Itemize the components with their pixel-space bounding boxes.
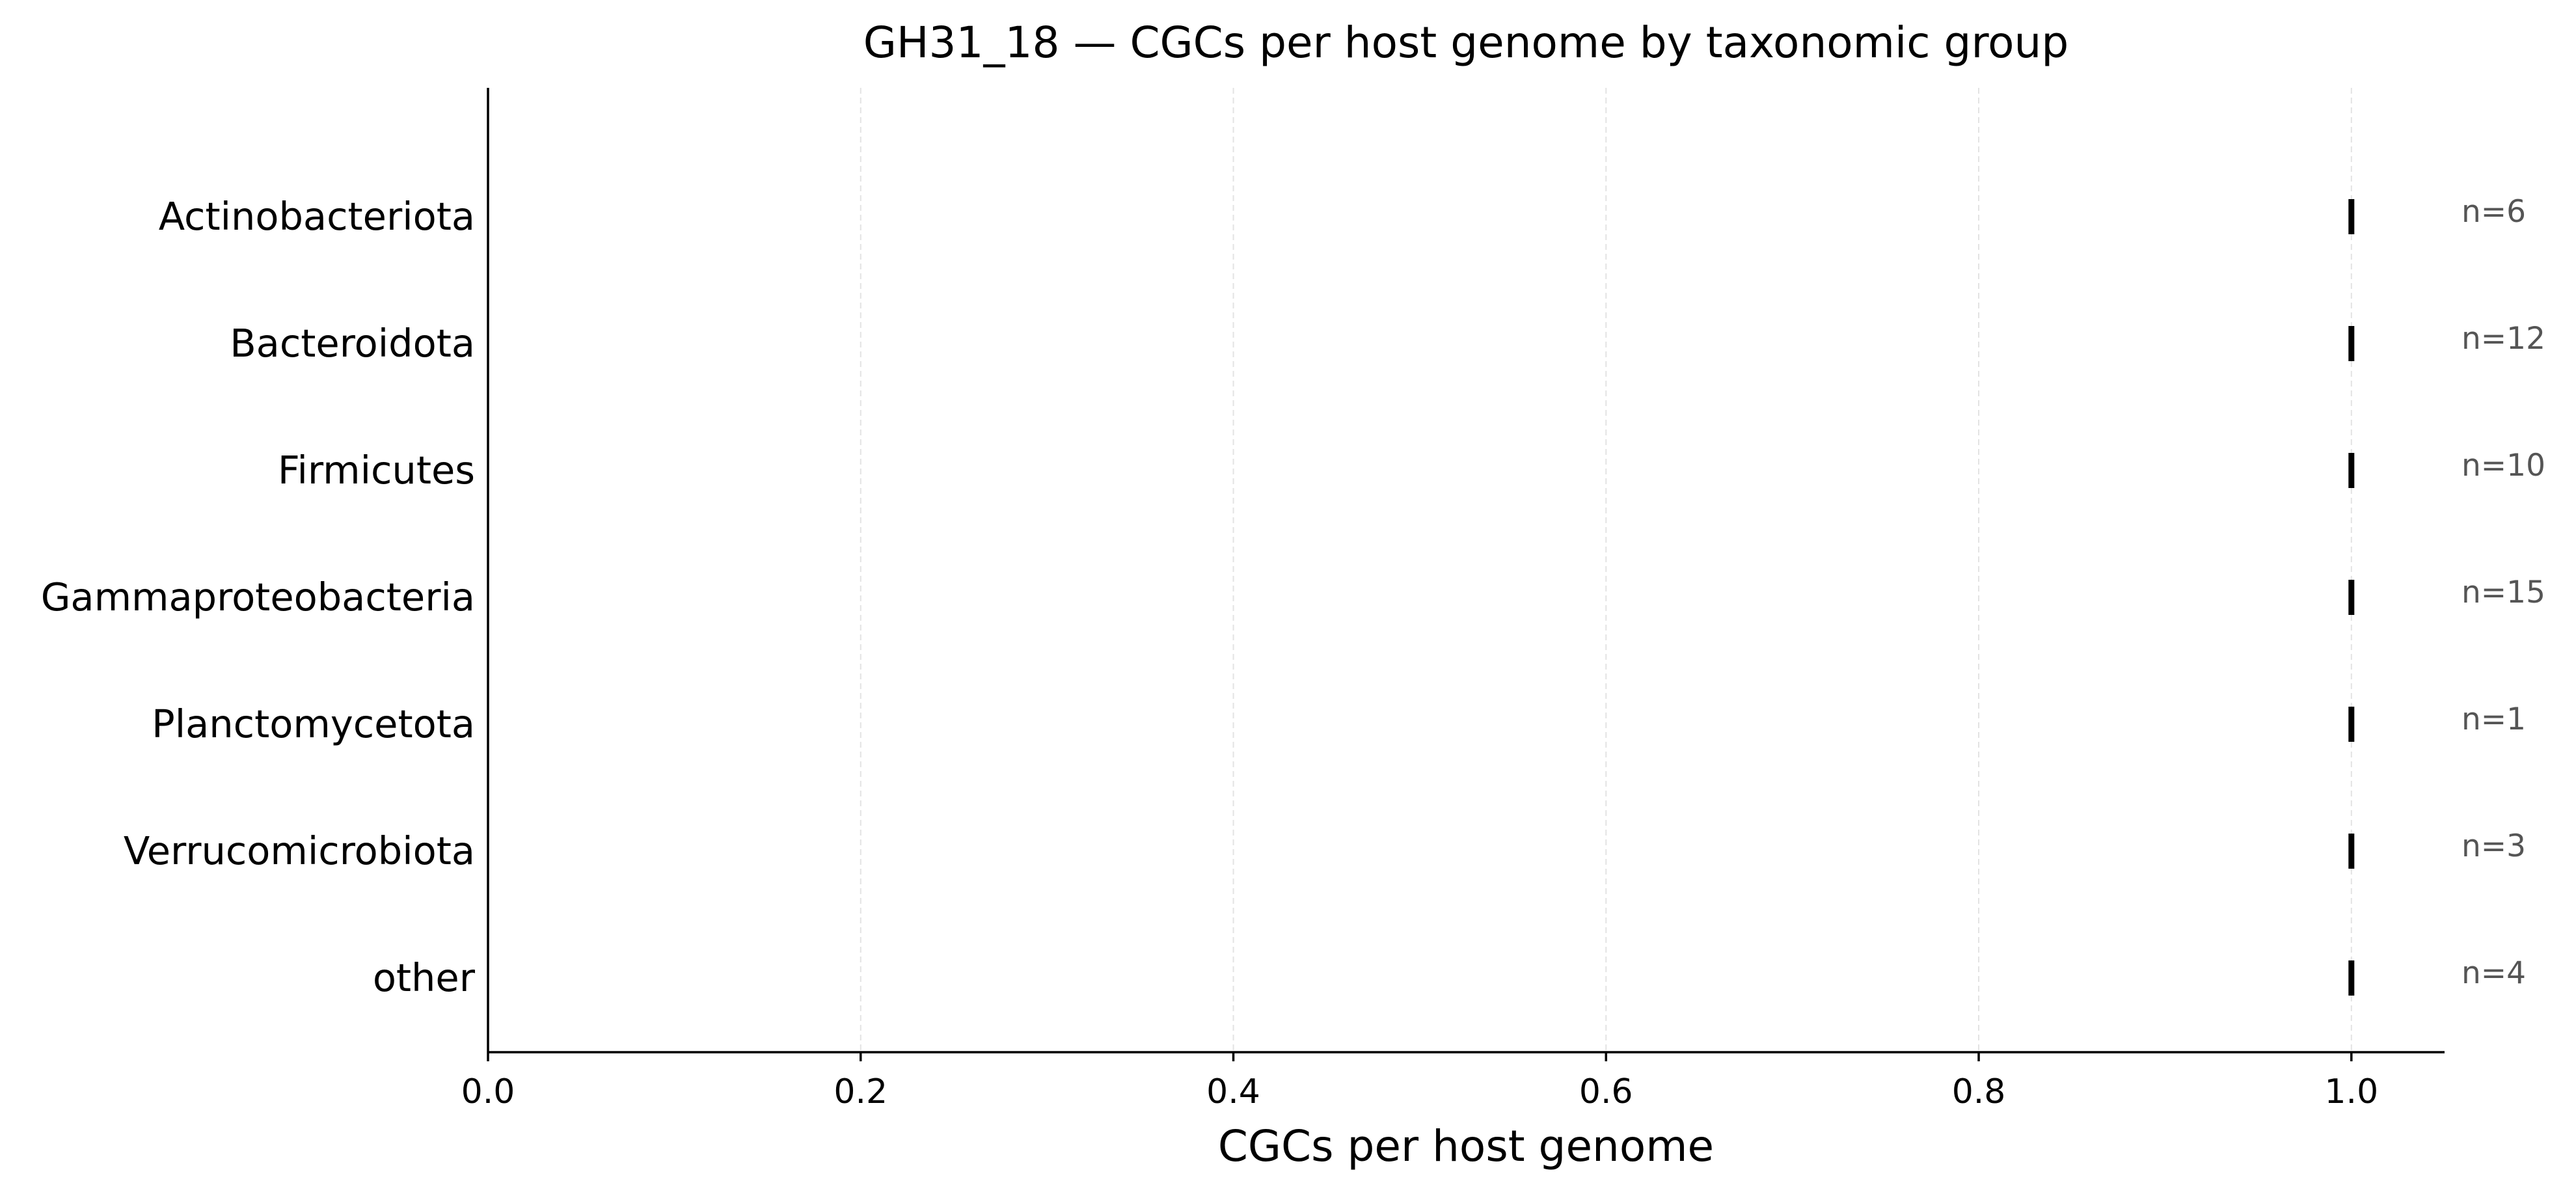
chart-title: GH31_18 — CGCs per host genome by taxono… [863,18,2068,68]
count-label: n=3 [2461,828,2526,864]
count-label: n=15 [2461,575,2545,610]
count-label: n=6 [2461,194,2526,230]
category-label: Bacteroidota [230,321,475,366]
x-tick-label: 0.0 [461,1072,515,1111]
category-label: Actinobacteriota [159,194,475,239]
category-label: other [373,955,476,1000]
count-label: n=12 [2461,321,2545,357]
x-tick-label: 1.0 [2324,1072,2378,1111]
count-label-layer: n=6 n=12 n=10 n=15 n=1 n=3 n=4 [2461,194,2545,991]
count-label: n=1 [2461,701,2526,737]
x-tick-label: 0.2 [834,1072,888,1111]
x-tick-label: 0.6 [1579,1072,1633,1111]
x-tick-layer: 0.0 0.2 0.4 0.6 0.8 1.0 [461,1052,2378,1111]
category-label: Verrucomicrobiota [124,828,475,873]
category-label: Planctomycetota [152,701,475,746]
grid-layer [860,88,2352,1052]
x-tick-label: 0.4 [1206,1072,1260,1111]
x-axis-label: CGCs per host genome [1218,1121,1714,1171]
category-label-layer: Actinobacteriota Bacteroidota Firmicutes Ga… [41,194,476,1000]
x-tick-label: 0.8 [1952,1072,2006,1111]
count-label: n=10 [2461,448,2545,483]
count-label: n=4 [2461,955,2526,991]
category-label: Gammaproteobacteria [41,575,475,619]
category-label: Firmicutes [278,448,475,493]
